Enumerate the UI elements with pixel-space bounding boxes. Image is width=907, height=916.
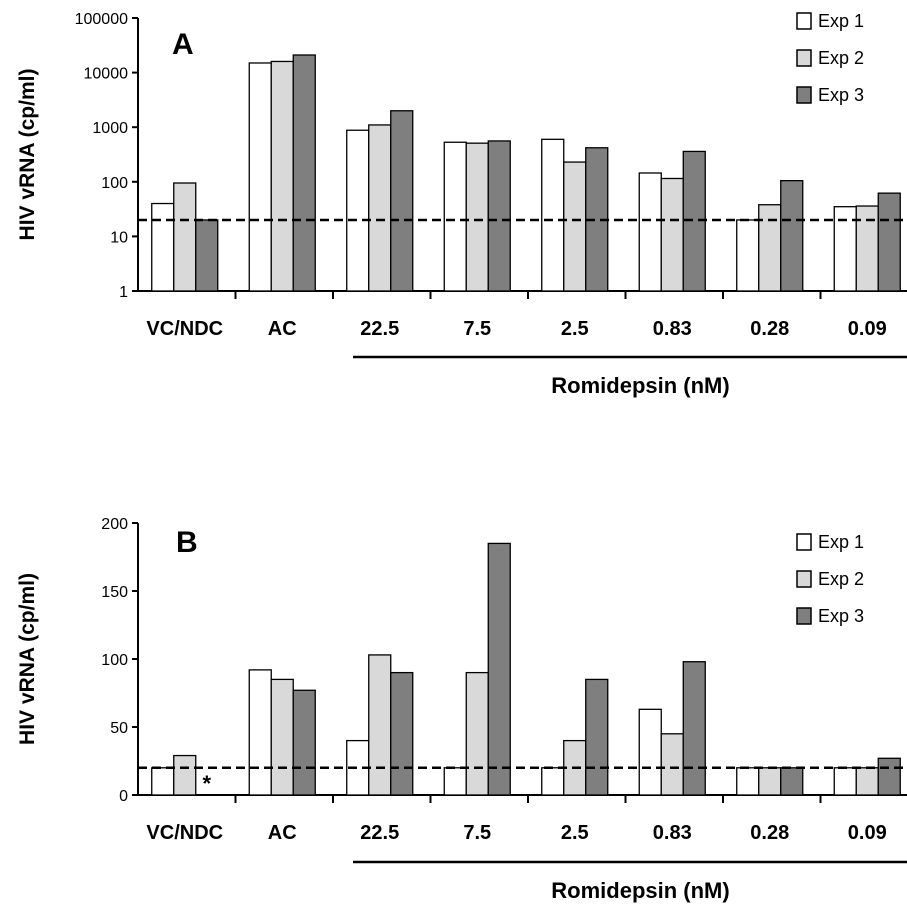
bar-exp-3 bbox=[390, 671, 414, 796]
bar-exp-2 bbox=[855, 767, 879, 796]
bar-exp-2 bbox=[660, 177, 684, 292]
category-label: 0.09 bbox=[848, 822, 887, 844]
bar-exp-2 bbox=[270, 678, 294, 796]
bar-exp-1 bbox=[151, 202, 175, 292]
category-label: 0.09 bbox=[848, 318, 887, 340]
bar-exp-2 bbox=[368, 124, 392, 292]
category-label: 22.5 bbox=[360, 822, 399, 844]
group-label: Romidepsin (nM) bbox=[551, 878, 729, 903]
y-tick-label: 200 bbox=[101, 516, 128, 533]
bar-exp-1 bbox=[541, 138, 565, 292]
bar-exp-1 bbox=[443, 141, 467, 292]
bar-exp-1 bbox=[736, 767, 760, 796]
y-tick-label: 10000 bbox=[84, 66, 129, 83]
legend-label: Exp 1 bbox=[818, 532, 864, 552]
bar-exp-2 bbox=[368, 654, 392, 796]
y-tick-label: 150 bbox=[101, 584, 128, 601]
category-label: VC/NDC bbox=[146, 822, 223, 844]
bar-exp-3 bbox=[877, 757, 901, 796]
bar-exp-3 bbox=[390, 110, 414, 292]
bar-exp-3 bbox=[682, 661, 706, 796]
bar-exp-3 bbox=[585, 678, 609, 796]
panel-letter: A bbox=[172, 28, 194, 61]
bar-exp-1 bbox=[736, 219, 760, 292]
y-tick-label: 10 bbox=[110, 229, 128, 246]
bar-exp-1 bbox=[541, 767, 565, 796]
bar-exp-2 bbox=[465, 142, 489, 292]
bar-exp-2 bbox=[270, 60, 294, 292]
category-label: 7.5 bbox=[463, 822, 491, 844]
category-label: AC bbox=[268, 318, 297, 340]
bar-exp-2 bbox=[173, 182, 197, 292]
legend-swatch bbox=[796, 86, 812, 104]
y-tick-label: 100 bbox=[101, 652, 128, 669]
y-tick-label: 100 bbox=[101, 175, 128, 192]
category-label: 0.28 bbox=[750, 822, 789, 844]
group-label: Romidepsin (nM) bbox=[551, 373, 729, 398]
bar-exp-3 bbox=[292, 689, 316, 796]
legend-label: Exp 2 bbox=[818, 48, 864, 68]
bar-exp-3 bbox=[877, 192, 901, 292]
category-label: 0.83 bbox=[653, 318, 692, 340]
category-label: 2.5 bbox=[561, 318, 589, 340]
bar-exp-1 bbox=[151, 767, 175, 796]
bar-exp-3 bbox=[780, 767, 804, 796]
bar-exp-1 bbox=[346, 129, 370, 292]
bar-exp-2 bbox=[758, 767, 782, 796]
bar-exp-1 bbox=[638, 172, 662, 292]
category-label: 2.5 bbox=[561, 822, 589, 844]
category-label: VC/NDC bbox=[146, 318, 223, 340]
y-tick-label: 1 bbox=[119, 284, 128, 301]
y-tick-label: 0 bbox=[119, 788, 128, 805]
bar-exp-3 bbox=[780, 179, 804, 292]
panel-b: 0 50 100 150 200 VC/NDC AC 22.5 7.5 2.5 0.83 0.28 0.… bbox=[16, 516, 907, 903]
legend-label: Exp 2 bbox=[818, 569, 864, 589]
y-tick-label: 100000 bbox=[75, 11, 128, 28]
bar-exp-1 bbox=[638, 708, 662, 796]
bar-exp-1 bbox=[833, 767, 857, 796]
bar-exp-2 bbox=[563, 161, 587, 292]
y-tick-label: 1000 bbox=[92, 120, 128, 137]
legend-swatch bbox=[796, 49, 812, 67]
category-label: 0.83 bbox=[653, 822, 692, 844]
y-axis-title: HIV vRNA (cp/ml) bbox=[16, 573, 39, 745]
bar-exp-3 bbox=[195, 219, 219, 292]
bar-exp-3 bbox=[487, 140, 511, 292]
bar-exp-1 bbox=[248, 62, 272, 292]
legend-swatch bbox=[796, 533, 812, 551]
bar-exp-3 bbox=[292, 54, 316, 292]
legend-label: Exp 3 bbox=[818, 606, 864, 626]
bar-exp-2 bbox=[173, 754, 197, 796]
legend-swatch bbox=[796, 570, 812, 588]
bar-exp-2 bbox=[660, 733, 684, 796]
panel-letter: B bbox=[176, 526, 198, 559]
legend-swatch bbox=[796, 607, 812, 625]
y-axis-title: HIV vRNA (cp/ml) bbox=[16, 69, 39, 241]
category-label: 7.5 bbox=[463, 318, 491, 340]
y-tick-label: 50 bbox=[110, 720, 128, 737]
legend-swatch bbox=[796, 12, 812, 30]
legend-label: Exp 1 bbox=[818, 11, 864, 31]
category-label: AC bbox=[268, 822, 297, 844]
annotation-asterisk: * bbox=[202, 771, 211, 796]
bar-exp-2 bbox=[758, 204, 782, 292]
category-label: 0.28 bbox=[750, 318, 789, 340]
bar-exp-1 bbox=[443, 767, 467, 796]
category-label: 22.5 bbox=[360, 318, 399, 340]
bar-exp-2 bbox=[465, 671, 489, 796]
bar-exp-1 bbox=[248, 669, 272, 796]
panel-a: 1 10 100 1000 10000 100000 VC/NDC AC 22.5 7.5 2.5 0… bbox=[16, 11, 907, 398]
bar-exp-3 bbox=[487, 542, 511, 796]
legend-label: Exp 3 bbox=[818, 85, 864, 105]
